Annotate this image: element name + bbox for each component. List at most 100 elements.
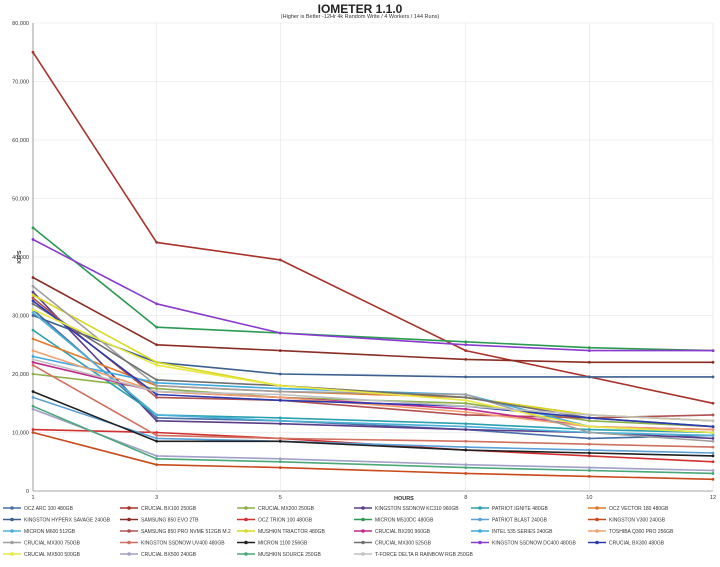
legend-label: CRUCIAL BX300 480GB — [609, 541, 665, 547]
data-point — [31, 290, 35, 294]
data-point — [31, 360, 35, 364]
data-point — [278, 349, 282, 352]
y-axis-label: IOPS — [17, 250, 23, 263]
data-point — [155, 434, 159, 437]
data-point — [31, 296, 35, 300]
data-point — [31, 407, 35, 411]
series-line — [32, 308, 714, 434]
data-point — [278, 398, 282, 402]
legend-label: CRUCIAL MX300 750GB — [24, 541, 81, 547]
data-point — [278, 419, 282, 423]
data-point — [155, 240, 159, 244]
data-point — [155, 436, 159, 440]
legend-swatch-marker — [127, 506, 131, 510]
data-point — [711, 431, 715, 434]
data-point — [155, 384, 159, 388]
legend-swatch-marker — [595, 506, 599, 510]
data-point — [31, 337, 35, 341]
legend-swatch-marker — [244, 540, 248, 545]
data-point — [587, 349, 591, 352]
y-tick-label: 70,000 — [12, 80, 29, 86]
legend-swatch-marker — [595, 517, 599, 522]
legend-item: OCZ VECTOR 180 480GB — [588, 506, 669, 512]
legend-label: OCZ VECTOR 180 480GB — [609, 506, 669, 512]
data-point — [31, 357, 35, 361]
data-point — [587, 451, 591, 455]
legend-swatch-marker — [361, 517, 365, 522]
data-point — [464, 466, 468, 469]
data-point — [587, 442, 591, 446]
data-point — [278, 422, 282, 426]
legend-label: MICRON M510DC 480GB — [375, 518, 434, 524]
data-point — [155, 396, 159, 399]
data-point — [155, 457, 159, 461]
data-point — [278, 384, 282, 388]
data-point — [155, 416, 159, 420]
legend-item: CRUCIAL BX100 250GB — [120, 506, 197, 512]
legend-item: MUSHKIN SOURCE 250GB — [237, 552, 321, 558]
legend-swatch-marker — [361, 540, 365, 545]
legend-label: OCZ TRION 100 480GB — [258, 518, 313, 524]
data-point — [31, 302, 35, 306]
data-point — [31, 293, 35, 297]
legend-label: CRUCIAL MX500 500GB — [24, 552, 81, 558]
axes: 0 10,000 20,000 30,000 40,000 50,000 60,000 70,… — [12, 21, 716, 502]
data-point — [464, 428, 468, 431]
legend-swatch-marker — [10, 552, 14, 556]
data-point — [278, 460, 282, 464]
data-point — [587, 346, 591, 350]
legend-item: CRUCIAL BX300 480GB — [588, 541, 665, 547]
data-point — [464, 398, 468, 402]
y-tick-label: 50,000 — [12, 197, 29, 203]
data-point — [278, 393, 282, 396]
legend-swatch-marker — [478, 506, 482, 510]
data-point — [464, 472, 468, 475]
data-point — [711, 375, 715, 379]
data-point — [31, 308, 35, 312]
legend: OCZ ARC 100 480GB CRUCIAL BX100 250GB CRUC… — [3, 506, 674, 558]
legend-label: SAMSUNG 850 EVO 2TB — [141, 518, 199, 524]
series-line — [32, 358, 714, 422]
legend-label: KINGSTON V300 240GB — [609, 518, 666, 524]
data-point — [155, 439, 159, 443]
legend-item: CRUCIAL MX200 250GB — [237, 506, 315, 512]
data-point — [278, 396, 282, 399]
data-point — [464, 401, 468, 405]
series-line — [32, 329, 714, 434]
data-point — [587, 431, 591, 434]
series-line — [32, 408, 714, 472]
legend-item: TOSHIBA Q300 PRO 256GB — [588, 529, 674, 535]
data-point — [155, 463, 159, 467]
x-tick-label: 5 — [279, 495, 282, 501]
data-point — [31, 226, 35, 230]
data-point — [278, 387, 282, 391]
data-point — [711, 425, 715, 429]
data-point — [464, 340, 468, 344]
data-point — [711, 472, 715, 475]
y-tick-label: 80,000 — [12, 21, 29, 27]
data-point — [31, 372, 35, 376]
data-point — [31, 431, 35, 434]
data-point — [587, 360, 591, 364]
legend-label: KINGSTON SSDNOW DC400 480GB — [492, 541, 576, 547]
legend-item: MUSHKIN TRIACTOR 480GB — [237, 529, 325, 535]
legend-label: CRUCIAL BX100 250GB — [141, 506, 197, 512]
legend-item: T-FORCE DELTA R RAINBOW RGB 250GB — [354, 552, 474, 558]
data-point — [587, 419, 591, 423]
series-line — [32, 294, 714, 422]
data-point — [155, 413, 159, 417]
data-point — [464, 422, 468, 426]
legend-item: OCZ TRION 100 480GB — [237, 518, 313, 524]
data-point — [711, 428, 715, 431]
chart-title: IOMETER 1.1.0 — [317, 2, 403, 16]
legend-swatch-marker — [10, 529, 14, 533]
x-tick-label: 10 — [586, 495, 592, 501]
data-point — [587, 375, 591, 379]
data-point — [155, 360, 159, 364]
data-point — [464, 396, 468, 399]
series-line — [32, 396, 714, 454]
data-point — [278, 457, 282, 461]
series-line — [32, 314, 713, 378]
data-point — [587, 428, 591, 431]
